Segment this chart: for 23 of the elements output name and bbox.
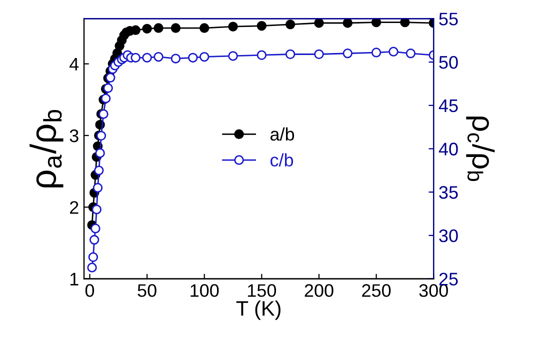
y2-tick-label: 30 <box>439 229 458 242</box>
x-tick-label: 200 <box>304 284 334 297</box>
x-tick-label: 0 <box>85 284 94 297</box>
y2-tick-label: 40 <box>438 142 458 156</box>
legend-label: c/b <box>270 153 294 167</box>
y-tick-label: 1 <box>70 272 78 286</box>
x-tick-label: 50 <box>138 284 156 297</box>
y2-tick-label: 35 <box>439 186 458 199</box>
x-axis-title: T (K) <box>236 300 280 320</box>
legend-label: a/b <box>270 127 294 141</box>
x-tick-label: 100 <box>190 284 219 297</box>
y-tick-label: 2 <box>70 201 78 214</box>
y2-tick-label: 45 <box>438 100 458 112</box>
y2-tick-label: 55 <box>439 12 458 26</box>
x-tick-label: 150 <box>248 284 276 297</box>
x-tick-label: 250 <box>362 284 391 297</box>
y2-tick-label: 50 <box>439 56 458 69</box>
y-tick-label: 4 <box>70 58 79 70</box>
y-tick-label: 3 <box>70 129 78 142</box>
y2-tick-label: 25 <box>439 272 458 286</box>
x-tick-label: 300 <box>419 284 448 297</box>
y2-axis-title: ρ$_{c}$/ρ$_{b}$ <box>466 116 495 181</box>
y-axis-title: ρ$_{a}$/ρ$_{b}$ <box>30 110 64 188</box>
